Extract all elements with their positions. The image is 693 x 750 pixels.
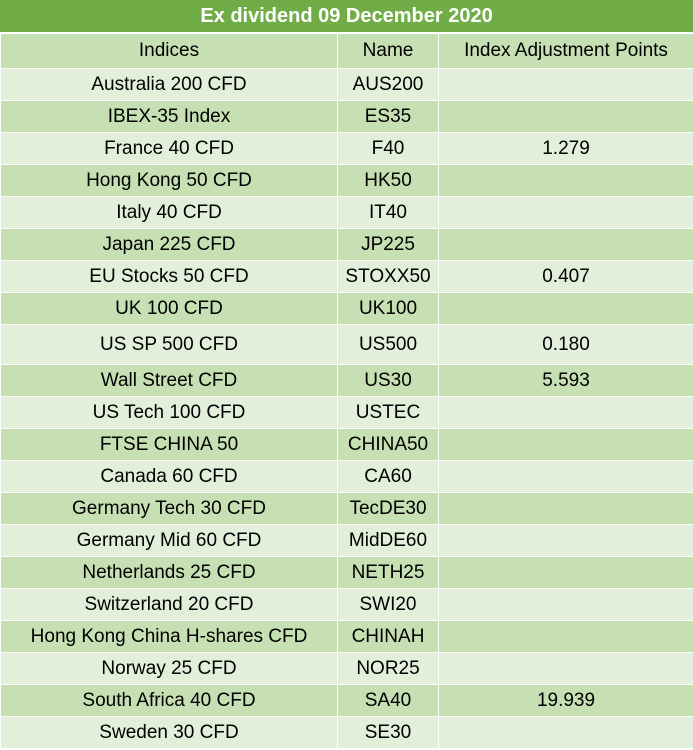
name-cell: NOR25 — [337, 652, 439, 685]
index-cell: Norway 25 CFD — [0, 652, 338, 685]
name-cell: USTEC — [337, 396, 439, 429]
name-cell: STOXX50 — [337, 260, 439, 293]
table-row: Hong Kong China H-shares CFD CHINAH — [0, 620, 693, 653]
column-header-name: Name — [337, 33, 439, 69]
index-cell: Japan 225 CFD — [0, 228, 338, 261]
points-cell — [438, 620, 693, 653]
points-cell: 1.279 — [438, 132, 693, 165]
table-row: Japan 225 CFD JP225 — [0, 228, 693, 261]
table-row: Netherlands 25 CFD NETH25 — [0, 556, 693, 589]
table-row: Norway 25 CFD NOR25 — [0, 652, 693, 685]
points-cell: 0.407 — [438, 260, 693, 293]
table-row: Switzerland 20 CFD SWI20 — [0, 588, 693, 621]
index-cell: Italy 40 CFD — [0, 196, 338, 229]
index-cell: IBEX-35 Index — [0, 100, 338, 133]
points-cell — [438, 164, 693, 197]
table-row: South Africa 40 CFD SA40 19.939 — [0, 684, 693, 717]
points-cell — [438, 292, 693, 325]
points-cell — [438, 100, 693, 133]
table-row: Germany Mid 60 CFD MidDE60 — [0, 524, 693, 557]
name-cell: SA40 — [337, 684, 439, 717]
index-cell: Germany Tech 30 CFD — [0, 492, 338, 525]
name-cell: SWI20 — [337, 588, 439, 621]
points-cell: 0.180 — [438, 324, 693, 365]
ex-dividend-table: Indices Name Index Adjustment Points Aus… — [0, 33, 693, 749]
column-header-indices: Indices — [0, 33, 338, 69]
points-cell — [438, 196, 693, 229]
points-cell — [438, 556, 693, 589]
index-cell: Netherlands 25 CFD — [0, 556, 338, 589]
index-cell: Germany Mid 60 CFD — [0, 524, 338, 557]
column-header-adjustment-points: Index Adjustment Points — [438, 33, 693, 69]
table-title: Ex dividend 09 December 2020 — [0, 0, 693, 33]
points-cell — [438, 396, 693, 429]
name-cell: HK50 — [337, 164, 439, 197]
points-cell: 5.593 — [438, 364, 693, 397]
table-row: EU Stocks 50 CFD STOXX50 0.407 — [0, 260, 693, 293]
points-cell: 19.939 — [438, 684, 693, 717]
table-row: Wall Street CFD US30 5.593 — [0, 364, 693, 397]
name-cell: TecDE30 — [337, 492, 439, 525]
points-cell — [438, 492, 693, 525]
name-cell: MidDE60 — [337, 524, 439, 557]
points-cell — [438, 716, 693, 749]
name-cell: JP225 — [337, 228, 439, 261]
name-cell: F40 — [337, 132, 439, 165]
index-cell: France 40 CFD — [0, 132, 338, 165]
header-row: Indices Name Index Adjustment Points — [0, 33, 693, 69]
name-cell: CHINAH — [337, 620, 439, 653]
index-cell: Switzerland 20 CFD — [0, 588, 338, 621]
index-cell: South Africa 40 CFD — [0, 684, 338, 717]
table-row: Australia 200 CFD AUS200 — [0, 68, 693, 101]
index-cell: US SP 500 CFD — [0, 324, 338, 365]
name-cell: SE30 — [337, 716, 439, 749]
table-row: Sweden 30 CFD SE30 — [0, 716, 693, 749]
name-cell: AUS200 — [337, 68, 439, 101]
name-cell: ES35 — [337, 100, 439, 133]
table-row: Canada 60 CFD CA60 — [0, 460, 693, 493]
table-row: US Tech 100 CFD USTEC — [0, 396, 693, 429]
index-cell: FTSE CHINA 50 — [0, 428, 338, 461]
name-cell: CA60 — [337, 460, 439, 493]
points-cell — [438, 652, 693, 685]
index-cell: Sweden 30 CFD — [0, 716, 338, 749]
name-cell: CHINA50 — [337, 428, 439, 461]
table-row: IBEX-35 Index ES35 — [0, 100, 693, 133]
index-cell: Australia 200 CFD — [0, 68, 338, 101]
table-row: UK 100 CFD UK100 — [0, 292, 693, 325]
index-cell: Hong Kong 50 CFD — [0, 164, 338, 197]
points-cell — [438, 228, 693, 261]
points-cell — [438, 68, 693, 101]
table-row: Hong Kong 50 CFD HK50 — [0, 164, 693, 197]
name-cell: IT40 — [337, 196, 439, 229]
table-row: Italy 40 CFD IT40 — [0, 196, 693, 229]
name-cell: US30 — [337, 364, 439, 397]
name-cell: UK100 — [337, 292, 439, 325]
index-cell: Wall Street CFD — [0, 364, 338, 397]
points-cell — [438, 460, 693, 493]
table-row: Germany Tech 30 CFD TecDE30 — [0, 492, 693, 525]
points-cell — [438, 428, 693, 461]
points-cell — [438, 588, 693, 621]
index-cell: Canada 60 CFD — [0, 460, 338, 493]
name-cell: NETH25 — [337, 556, 439, 589]
points-cell — [438, 524, 693, 557]
table-row: US SP 500 CFD US500 0.180 — [0, 324, 693, 365]
table-row: FTSE CHINA 50 CHINA50 — [0, 428, 693, 461]
index-cell: UK 100 CFD — [0, 292, 338, 325]
index-cell: US Tech 100 CFD — [0, 396, 338, 429]
index-cell: EU Stocks 50 CFD — [0, 260, 338, 293]
index-cell: Hong Kong China H-shares CFD — [0, 620, 338, 653]
name-cell: US500 — [337, 324, 439, 365]
table-row: France 40 CFD F40 1.279 — [0, 132, 693, 165]
